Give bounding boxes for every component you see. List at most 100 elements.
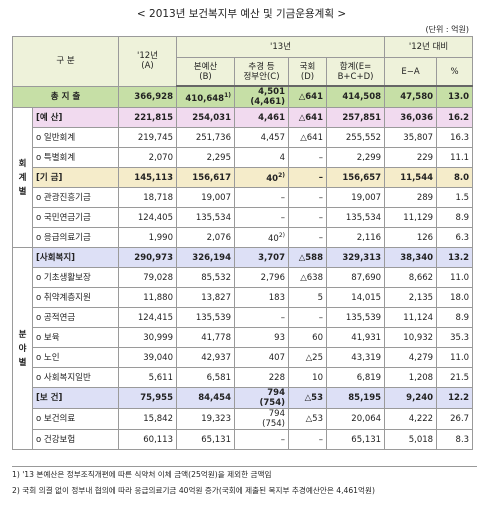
value-cell: 11.0 — [436, 347, 474, 368]
value: 84,454 — [198, 393, 231, 403]
group-label: 분야별 — [12, 247, 33, 450]
value-cell: 366,928 — [118, 85, 177, 108]
value: 5 — [317, 292, 323, 303]
value: 794 — [268, 409, 285, 419]
value-cell: 3,707 — [234, 247, 289, 268]
value: △53 — [305, 414, 323, 424]
value: 8.9 — [455, 312, 470, 323]
value-cell: 2,295 — [176, 147, 235, 168]
value: 75,955 — [140, 393, 173, 403]
value-cell: 16.2 — [436, 107, 474, 128]
row-label: o 취약계층지원 — [32, 287, 119, 308]
value: 257,851 — [342, 112, 382, 123]
value: 183 — [268, 292, 285, 303]
header-cell: 구 분 — [12, 36, 119, 87]
value: 228 — [268, 372, 285, 383]
value: 407 — [268, 352, 285, 363]
value-cell: 221,815 — [118, 107, 177, 128]
value: 85,532 — [201, 272, 231, 283]
section-row: 회계별 [예 산] 221,815 254,031 4,461 △641 257,851 36… — [12, 107, 474, 248]
value: 156,617 — [192, 172, 231, 183]
value-cell: △588 — [288, 247, 327, 268]
budget-table: 구 분 '12년 (A) '13년 '12년 대비 본예산 (B) 추경 등 정… — [12, 36, 474, 450]
value-cell: 794 (754) — [234, 387, 289, 409]
value-cell: 126 — [384, 227, 438, 248]
value-cell: 6,819 — [325, 367, 386, 388]
value: 10 — [312, 372, 323, 383]
value-cell: 2,796 — [234, 267, 289, 288]
value-cell: – — [234, 207, 289, 228]
value-cell: 11,544 — [384, 167, 438, 188]
value: 4,457 — [260, 132, 285, 143]
value-cell: 47,580 — [384, 85, 438, 108]
value: – — [280, 312, 285, 323]
value: 221,815 — [134, 112, 173, 123]
row-label: o 노인 — [32, 347, 119, 368]
sub-value: (754) — [259, 398, 285, 408]
row-label: o 기초생활보장 — [32, 267, 119, 288]
table-body: 총 지 출 366,928 410,6481) 4,501 (4,461) △641 414… — [12, 85, 474, 450]
value: – — [318, 212, 323, 223]
value: 19,323 — [201, 414, 231, 424]
value: – — [280, 212, 285, 223]
value: 3,707 — [258, 252, 285, 263]
item-row: o 사회복지일반 5,611 6,581 228 10 6,819 1,208 21.5 — [13, 367, 474, 388]
value-cell: 8.0 — [436, 167, 474, 188]
value-cell: 145,113 — [118, 167, 177, 188]
value-cell: – — [288, 147, 327, 168]
value-cell: △53 — [288, 408, 327, 430]
value-cell: 15,842 — [118, 408, 177, 430]
header-cell: E−A — [384, 57, 438, 87]
value: 2,135 — [408, 292, 434, 303]
header-cell: '12년 (A) — [118, 36, 177, 87]
value-cell: 87,690 — [325, 267, 386, 288]
value-cell: 4,279 — [384, 347, 438, 368]
value-cell: 19,007 — [325, 187, 386, 208]
row-label: o 특별회계 — [32, 147, 119, 168]
value-cell: 402) — [234, 167, 289, 188]
value: 2,116 — [356, 232, 382, 243]
value-cell: 19,007 — [176, 187, 235, 208]
value-cell: 8,662 — [384, 267, 438, 288]
value-cell: 18.0 — [436, 287, 474, 308]
value-cell: 156,657 — [325, 167, 386, 188]
value: 26.7 — [450, 414, 470, 424]
value-cell: 60,113 — [118, 429, 177, 450]
item-row: o 특별회계 2,070 2,295 4 – 2,299 229 11.1 — [13, 147, 474, 168]
value: 126 — [416, 232, 434, 243]
value: △588 — [298, 252, 323, 263]
value-cell: 229 — [384, 147, 438, 168]
value-cell: 794 (754) — [234, 408, 289, 430]
value-cell: △638 — [288, 267, 327, 288]
value: 47,580 — [400, 92, 434, 102]
value: 38,340 — [400, 252, 434, 263]
value: 2,299 — [356, 152, 382, 163]
value-cell: 16.3 — [436, 127, 474, 148]
value-cell: 39,040 — [118, 347, 177, 368]
item-row: o 건강보험 60,113 65,131 – – 65,131 5,018 8.3 — [13, 429, 474, 450]
value: 9,240 — [406, 393, 434, 403]
value-cell: 6.3 — [436, 227, 474, 248]
value: 329,313 — [342, 252, 382, 263]
value: 11,129 — [403, 212, 434, 223]
row-label: o 관광진흥기금 — [32, 187, 119, 208]
value-cell: 5 — [288, 287, 327, 308]
value: 8.3 — [455, 434, 470, 445]
value-cell: 2,135 — [384, 287, 438, 308]
value: 18,718 — [143, 192, 173, 203]
value: 135,539 — [345, 312, 382, 323]
footnote: 2) 국회 의결 없이 정부내 협의에 따라 응급의료기금 40억원 증가(국회… — [12, 486, 375, 495]
sub-value: (4,461) — [250, 97, 285, 107]
value-cell: 85,195 — [325, 387, 386, 409]
value-cell: – — [288, 207, 327, 228]
section-row: [기 금] 145,113 156,617 402) –156,657 11,544 8.0 — [13, 167, 474, 188]
value: 1.5 — [455, 192, 470, 203]
value: – — [318, 232, 323, 243]
value-cell: △25 — [288, 347, 327, 368]
value: △638 — [300, 272, 323, 283]
value-cell: 35.3 — [436, 327, 474, 348]
value: 13.2 — [448, 252, 470, 263]
section-row: [보 건] 75,955 84,454 794 (754) △53 85,195 9,240 1… — [13, 387, 474, 409]
value-cell: 9,240 — [384, 387, 438, 409]
value-cell: 36,036 — [384, 107, 438, 128]
